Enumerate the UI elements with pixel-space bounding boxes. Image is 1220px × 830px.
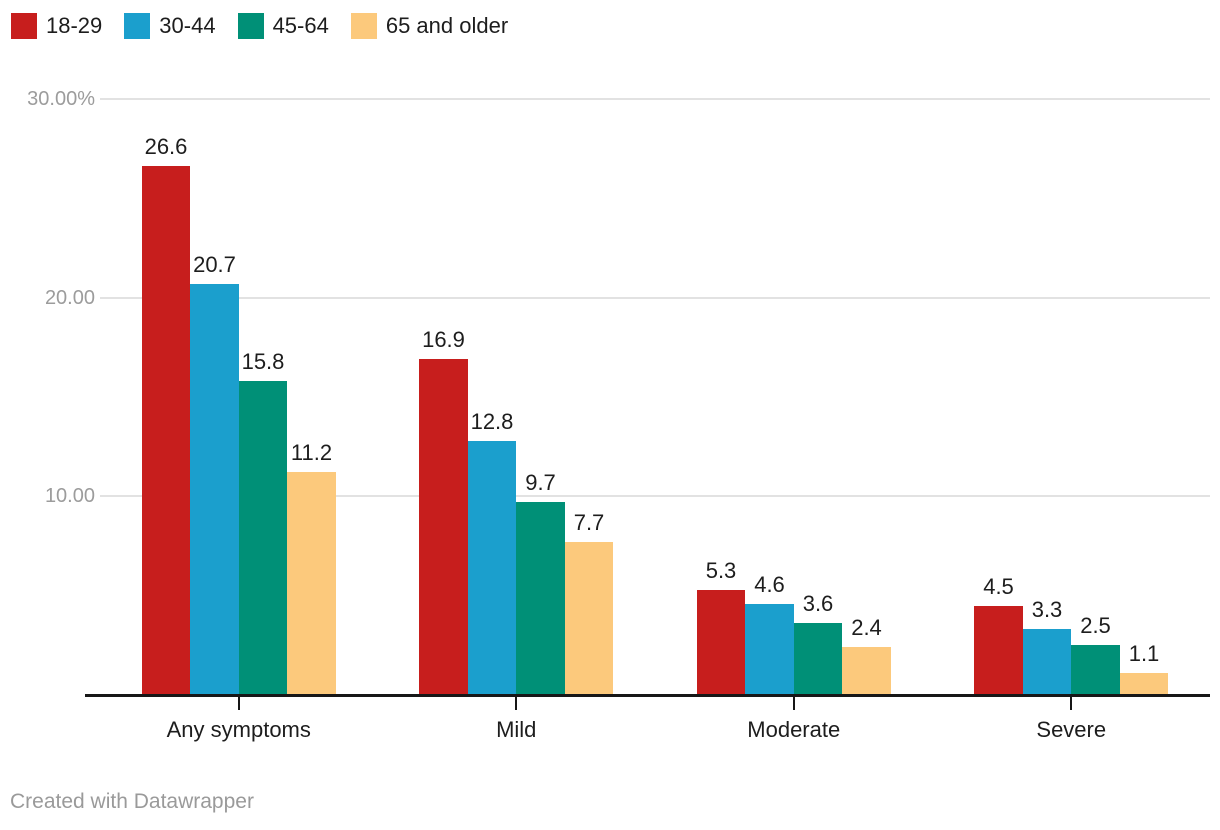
attribution-text: Created with Datawrapper xyxy=(10,790,254,813)
bar-45-64-Mild xyxy=(516,502,565,695)
legend-label: 45-64 xyxy=(272,13,329,38)
gridline xyxy=(100,495,1210,498)
legend-item: 18-29 xyxy=(11,13,102,39)
category-label: Any symptoms xyxy=(166,717,311,742)
legend-label: 30-44 xyxy=(159,13,216,38)
bar-18-29-Mild xyxy=(419,359,468,695)
category-label: Mild xyxy=(496,717,537,742)
legend-swatch-icon xyxy=(124,13,151,39)
bar-value-label: 7.7 xyxy=(573,510,605,535)
bar-value-label: 11.2 xyxy=(290,440,333,465)
bar-30-44-Severe xyxy=(1022,629,1072,695)
y-axis-tick-label: 30.00% xyxy=(27,87,95,110)
bar-65 and older-Severe xyxy=(1119,673,1169,695)
legend-swatch-icon xyxy=(237,13,264,39)
bar-18-29-Severe xyxy=(974,606,1023,695)
bar-value-label: 4.5 xyxy=(983,574,1014,599)
bar-value-label: 5.3 xyxy=(705,558,737,583)
bar-value-label: 15.8 xyxy=(241,349,285,374)
bar-value-label: 1.1 xyxy=(1128,641,1160,666)
gridline xyxy=(100,97,1210,100)
bar-value-label: 26.6 xyxy=(144,134,188,159)
legend-item: 65 and older xyxy=(350,13,509,39)
bar-18-29-Moderate xyxy=(696,590,746,695)
x-axis-tick xyxy=(1070,697,1073,710)
bar-30-44-Moderate xyxy=(745,604,794,695)
bar-65 and older-Any symptoms xyxy=(287,472,336,695)
bar-value-label: 4.6 xyxy=(754,572,785,597)
bar-value-label: 2.4 xyxy=(851,615,882,640)
legend-item: 30-44 xyxy=(124,13,216,39)
bar-30-44-Mild xyxy=(467,441,517,695)
bar-45-64-Severe xyxy=(1071,645,1120,695)
legend: 18-29 30-44 45-64 65 and older xyxy=(11,13,508,39)
bar-value-label: 12.8 xyxy=(470,409,514,434)
bar-value-label: 2.5 xyxy=(1080,613,1111,638)
x-axis-tick xyxy=(237,697,240,710)
bar-value-label: 3.3 xyxy=(1031,597,1063,622)
x-axis-tick xyxy=(792,697,795,710)
bar-65 and older-Moderate xyxy=(842,647,891,695)
x-axis-tick xyxy=(515,697,518,710)
bar-value-label: 3.6 xyxy=(802,591,834,616)
legend-swatch-icon xyxy=(350,13,377,39)
bar-30-44-Any symptoms xyxy=(190,284,239,695)
y-axis-tick-label: 20.00 xyxy=(44,286,95,309)
bar-value-label: 9.7 xyxy=(525,470,556,495)
y-axis-tick-label: 10.00 xyxy=(44,485,95,508)
bar-value-label: 16.9 xyxy=(422,327,465,352)
legend-swatch-icon xyxy=(11,13,37,39)
bar-45-64-Moderate xyxy=(793,623,843,695)
legend-label: 18-29 xyxy=(46,13,103,38)
bar-65 and older-Mild xyxy=(564,542,614,695)
category-label: Severe xyxy=(1036,717,1107,742)
bar-18-29-Any symptoms xyxy=(141,166,191,695)
bar-45-64-Any symptoms xyxy=(238,381,288,695)
gridline xyxy=(100,296,1210,299)
legend-label: 65 and older xyxy=(385,13,509,38)
legend-item: 45-64 xyxy=(237,13,329,39)
bar-value-label: 20.7 xyxy=(193,252,236,277)
x-axis-baseline xyxy=(85,694,1210,697)
category-label: Moderate xyxy=(747,717,841,742)
